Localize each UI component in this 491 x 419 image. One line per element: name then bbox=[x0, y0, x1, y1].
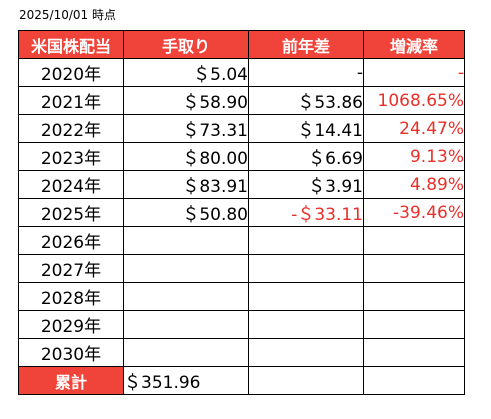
as-of-date: 2025/10/01 時点 bbox=[19, 8, 116, 22]
year-cell: 2026年 bbox=[18, 226, 124, 255]
table-row: 2028年 bbox=[18, 282, 465, 311]
take-home-cell: ＄83.91 bbox=[123, 170, 249, 199]
dividend-summary-table: 米国株配当 手取り 前年差 増減率 2020年 ＄5.04 - - 2021年 … bbox=[18, 30, 465, 395]
take-home-cell bbox=[123, 282, 249, 311]
yoy-cell bbox=[248, 254, 364, 283]
yoy-cell: ＄3.91 bbox=[248, 170, 364, 199]
take-home-cell bbox=[123, 338, 249, 367]
year-cell: 2024年 bbox=[18, 170, 124, 199]
take-home-cell: ＄80.00 bbox=[123, 142, 249, 171]
growth-cell: 9.13% bbox=[363, 142, 465, 171]
table-row: 2020年 ＄5.04 - - bbox=[18, 58, 465, 87]
year-cell: 2023年 bbox=[18, 142, 124, 171]
yoy-cell bbox=[248, 338, 364, 367]
take-home-cell: ＄5.04 bbox=[123, 58, 249, 87]
table-row: 2024年 ＄83.91 ＄3.91 4.89% bbox=[18, 170, 465, 199]
table-row: 2030年 bbox=[18, 338, 465, 367]
take-home-cell bbox=[123, 310, 249, 339]
year-cell: 2029年 bbox=[18, 310, 124, 339]
yoy-cell bbox=[248, 226, 364, 255]
year-cell: 2020年 bbox=[18, 58, 124, 87]
take-home-cell: ＄50.80 bbox=[123, 198, 249, 227]
year-cell: 2025年 bbox=[18, 198, 124, 227]
growth-cell bbox=[363, 310, 465, 339]
take-home-cell bbox=[123, 254, 249, 283]
header-row: 米国株配当 手取り 前年差 増減率 bbox=[18, 30, 465, 59]
table-row: 2027年 bbox=[18, 254, 465, 283]
growth-cell bbox=[363, 338, 465, 367]
table-row: 2021年 ＄58.90 ＄53.86 1068.65% bbox=[18, 86, 465, 115]
header-take-home: 手取り bbox=[123, 30, 249, 59]
take-home-cell: ＄58.90 bbox=[123, 86, 249, 115]
yoy-cell-negative: -＄33.11 bbox=[248, 198, 364, 227]
table-row: 2023年 ＄80.00 ＄6.69 9.13% bbox=[18, 142, 465, 171]
yoy-cell: ＄53.86 bbox=[248, 86, 364, 115]
growth-cell: - bbox=[363, 58, 465, 87]
year-cell: 2021年 bbox=[18, 86, 124, 115]
total-growth bbox=[363, 366, 465, 395]
growth-cell bbox=[363, 226, 465, 255]
growth-cell: 4.89% bbox=[363, 170, 465, 199]
header-category: 米国株配当 bbox=[18, 30, 124, 59]
take-home-cell: ＄73.31 bbox=[123, 114, 249, 143]
yoy-cell: ＄6.69 bbox=[248, 142, 364, 171]
yoy-cell: - bbox=[248, 58, 364, 87]
year-cell: 2028年 bbox=[18, 282, 124, 311]
table-row: 2022年 ＄73.31 ＄14.41 24.47% bbox=[18, 114, 465, 143]
total-row: 累計 ＄351.96 bbox=[18, 366, 465, 395]
year-cell: 2022年 bbox=[18, 114, 124, 143]
growth-cell: 1068.65% bbox=[363, 86, 465, 115]
total-take-home: ＄351.96 bbox=[123, 366, 249, 395]
growth-cell: -39.46% bbox=[363, 198, 465, 227]
table-row: 2025年 ＄50.80 -＄33.11 -39.46% bbox=[18, 198, 465, 227]
table-row: 2029年 bbox=[18, 310, 465, 339]
growth-cell bbox=[363, 254, 465, 283]
header-yoy: 前年差 bbox=[248, 30, 364, 59]
table-row: 2026年 bbox=[18, 226, 465, 255]
take-home-cell bbox=[123, 226, 249, 255]
total-label: 累計 bbox=[18, 366, 124, 395]
header-growth: 増減率 bbox=[363, 30, 465, 59]
growth-cell bbox=[363, 282, 465, 311]
year-cell: 2030年 bbox=[18, 338, 124, 367]
total-yoy bbox=[248, 366, 364, 395]
yoy-cell bbox=[248, 310, 364, 339]
year-cell: 2027年 bbox=[18, 254, 124, 283]
growth-cell: 24.47% bbox=[363, 114, 465, 143]
yoy-cell: ＄14.41 bbox=[248, 114, 364, 143]
yoy-cell bbox=[248, 282, 364, 311]
